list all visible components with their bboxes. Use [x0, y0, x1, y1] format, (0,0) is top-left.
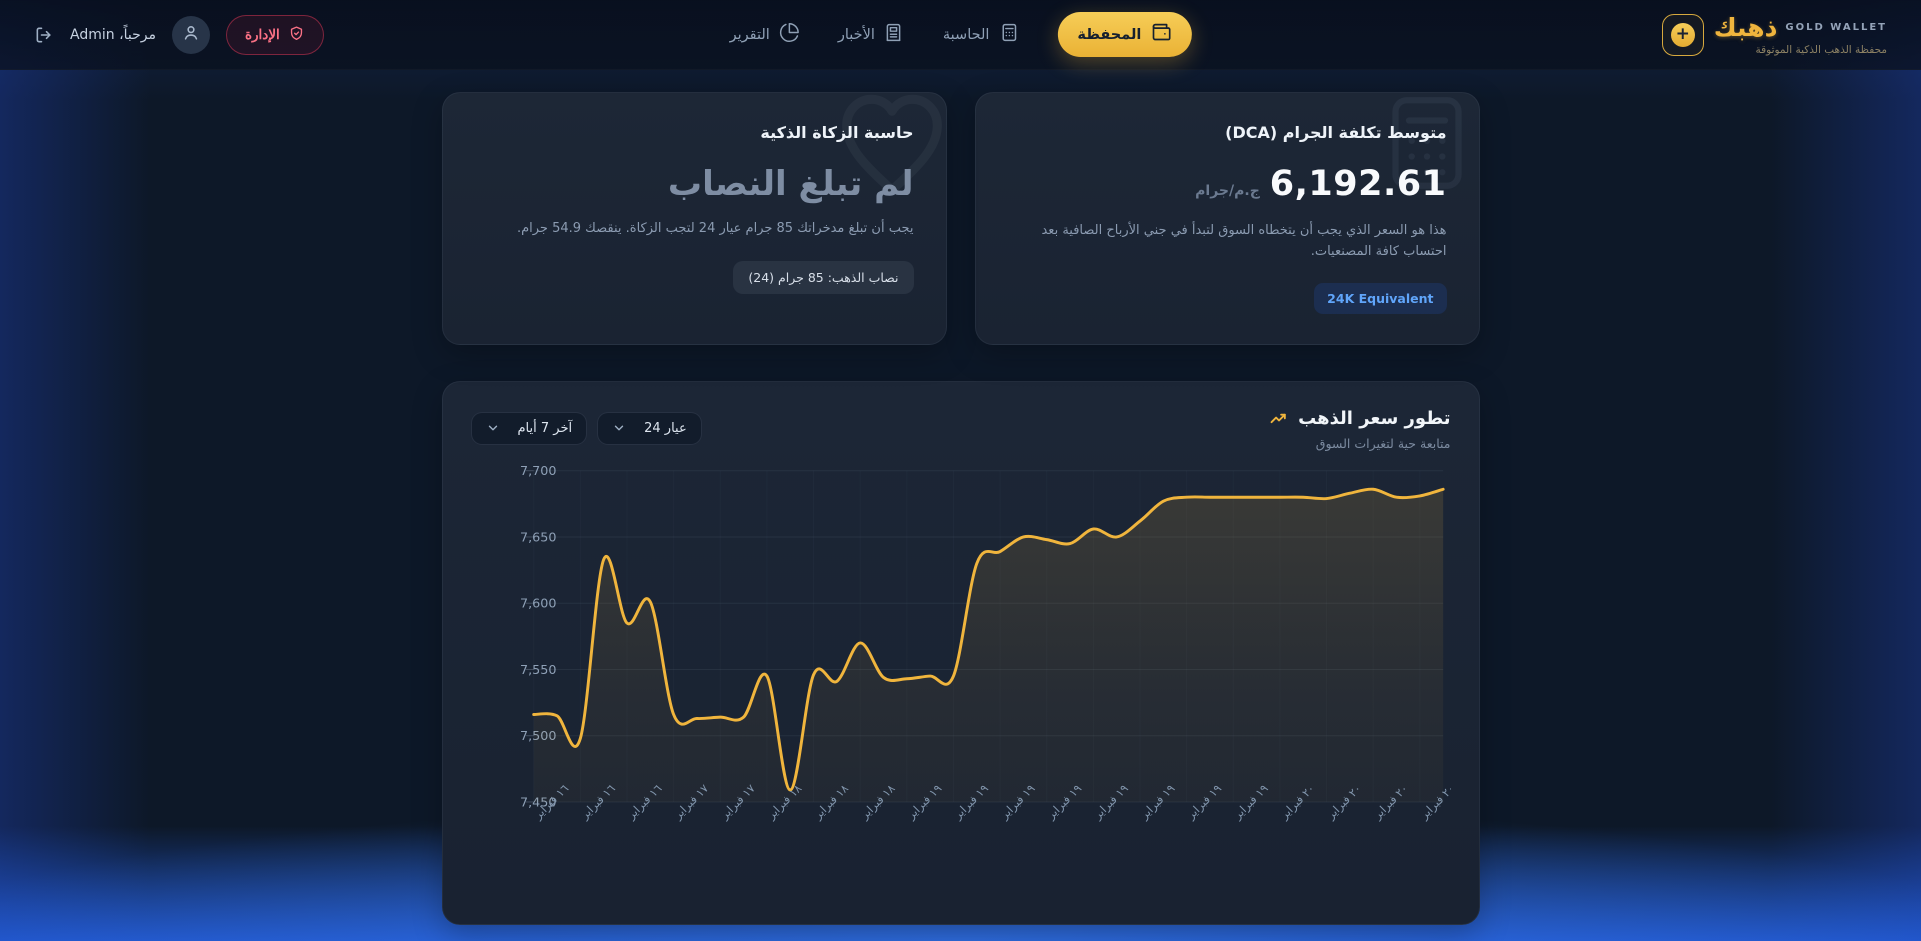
nav-item-label: الحاسبة — [942, 26, 990, 43]
zakat-card-title: حاسبة الزكاة الذكية — [760, 123, 914, 142]
brand-tag: GOLD WALLET — [1785, 22, 1887, 33]
dca-card-title: متوسط تكلفة الجرام (DCA) — [1225, 123, 1447, 142]
nav-item-label: الأخبار — [837, 26, 875, 43]
zakat-nisab-chip: نصاب الذهب: 85 جرام (24) — [733, 261, 914, 295]
brand-name: ذهبك — [1713, 13, 1778, 42]
wallet-icon — [1150, 22, 1171, 47]
dca-description: هذا هو السعر الذي يجب أن يتخطاه السوق لت… — [1041, 223, 1447, 260]
nav-item-report[interactable]: التقرير — [730, 22, 800, 47]
admin-button-label: الإدارة — [244, 26, 280, 42]
karat-filter-dropdown[interactable]: عيار 24 — [597, 411, 702, 445]
admin-button[interactable]: الإدارة — [225, 14, 324, 55]
trending-up-icon — [1269, 408, 1289, 428]
karat-filter-value: عيار 24 — [644, 420, 687, 436]
chart-title: تطور سعر الذهب — [1298, 407, 1451, 429]
svg-text:7,650: 7,650 — [520, 530, 556, 545]
zakat-description: يجب أن تبلغ مدخراتك 85 جرام عيار 24 لتجب… — [516, 221, 914, 236]
user-icon — [181, 23, 201, 47]
dca-card: متوسط تكلفة الجرام (DCA) 6,192.61 ج.م/جر… — [974, 92, 1480, 345]
zakat-card: حاسبة الزكاة الذكية لم تبلغ النصاب يجب أ… — [441, 92, 947, 345]
main-content: متوسط تكلفة الجرام (DCA) 6,192.61 ج.م/جر… — [441, 70, 1480, 925]
dca-unit: ج.م/جرام — [1195, 183, 1260, 199]
chart-header: تطور سعر الذهب متابعة حية لتغيرات السوق … — [470, 407, 1451, 451]
nav-item-label: المحفظة — [1077, 26, 1142, 43]
shield-icon — [288, 25, 305, 45]
chevron-down-icon — [486, 421, 500, 435]
user-zone: الإدارة مرحباً، Admin — [34, 14, 324, 55]
dca-value: 6,192.61 — [1269, 164, 1447, 204]
nav-item-news[interactable]: الأخبار — [838, 22, 905, 47]
nav-item-calculator[interactable]: الحاسبة — [943, 22, 1020, 47]
nav-item-wallet[interactable]: المحفظة — [1057, 12, 1192, 57]
range-filter-dropdown[interactable]: آخر 7 أيام — [470, 411, 588, 445]
heart-watermark-icon — [824, 93, 946, 207]
range-filter-value: آخر 7 أيام — [517, 420, 573, 436]
avatar[interactable] — [171, 15, 210, 54]
chevron-down-icon — [612, 421, 626, 435]
zakat-status: لم تبلغ النصاب — [667, 164, 914, 204]
main-nav: المحفظة الحاسبة الأخبار التقرير — [730, 12, 1192, 57]
summary-cards-row: متوسط تكلفة الجرام (DCA) 6,192.61 ج.م/جر… — [441, 92, 1480, 345]
svg-text:7,700: 7,700 — [520, 464, 556, 479]
chart-subtitle: متابعة حية لتغيرات السوق — [1315, 435, 1451, 451]
report-icon — [779, 22, 800, 47]
gold-price-chart-card: تطور سعر الذهب متابعة حية لتغيرات السوق … — [441, 380, 1480, 925]
calculator-icon — [998, 22, 1019, 47]
news-icon — [884, 22, 905, 47]
nav-item-label: التقرير — [729, 26, 770, 43]
svg-text:7,550: 7,550 — [520, 663, 556, 678]
logout-icon[interactable] — [34, 25, 54, 45]
greeting-text: مرحباً، Admin — [70, 26, 156, 43]
chart-filters: عيار 24 آخر 7 أيام — [470, 411, 702, 445]
dca-badge: 24K Equivalent — [1314, 282, 1447, 314]
calculator-watermark-icon — [1373, 93, 1479, 197]
topbar: + ذهبك GOLD WALLET محفظة الذهب الذكية ال… — [0, 0, 1921, 70]
svg-text:7,600: 7,600 — [520, 596, 556, 611]
brand-coin-icon: + — [1661, 13, 1704, 56]
brand-subtitle: محفظة الذهب الذكية الموثوقة — [1755, 44, 1887, 56]
brand-logo[interactable]: + ذهبك GOLD WALLET محفظة الذهب الذكية ال… — [1661, 13, 1887, 56]
